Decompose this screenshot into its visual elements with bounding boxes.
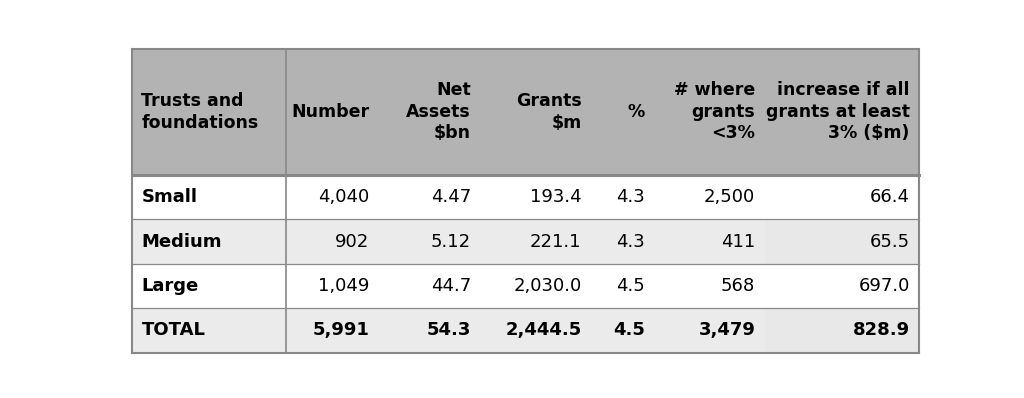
Text: 5,991: 5,991 bbox=[312, 322, 370, 339]
Text: TOTAL: TOTAL bbox=[141, 322, 206, 339]
Bar bbox=[132, 175, 765, 219]
Bar bbox=[132, 49, 920, 175]
Text: 4.47: 4.47 bbox=[431, 188, 471, 206]
Text: 54.3: 54.3 bbox=[427, 322, 471, 339]
Text: Medium: Medium bbox=[141, 232, 222, 250]
Text: 4.3: 4.3 bbox=[616, 188, 645, 206]
Text: Small: Small bbox=[141, 188, 198, 206]
Text: 44.7: 44.7 bbox=[431, 277, 471, 295]
Text: 65.5: 65.5 bbox=[869, 232, 909, 250]
Text: Large: Large bbox=[141, 277, 199, 295]
Bar bbox=[132, 308, 765, 353]
Text: 902: 902 bbox=[335, 232, 370, 250]
Text: 4,040: 4,040 bbox=[318, 188, 370, 206]
Text: 828.9: 828.9 bbox=[853, 322, 909, 339]
Bar bbox=[765, 219, 920, 264]
Text: 221.1: 221.1 bbox=[529, 232, 582, 250]
Text: 2,500: 2,500 bbox=[703, 188, 756, 206]
Bar bbox=[765, 308, 920, 353]
Text: # where
grants
<3%: # where grants <3% bbox=[674, 81, 756, 142]
Text: 3,479: 3,479 bbox=[698, 322, 756, 339]
Text: Net
Assets
$bn: Net Assets $bn bbox=[407, 81, 471, 142]
Text: 5.12: 5.12 bbox=[431, 232, 471, 250]
Text: 4.5: 4.5 bbox=[613, 322, 645, 339]
Text: 568: 568 bbox=[721, 277, 756, 295]
Text: 2,444.5: 2,444.5 bbox=[505, 322, 582, 339]
Text: 2,030.0: 2,030.0 bbox=[513, 277, 582, 295]
Text: 1,049: 1,049 bbox=[318, 277, 370, 295]
Text: 4.5: 4.5 bbox=[616, 277, 645, 295]
Text: 193.4: 193.4 bbox=[529, 188, 582, 206]
Bar bbox=[765, 175, 920, 219]
Text: 4.3: 4.3 bbox=[616, 232, 645, 250]
Bar bbox=[132, 264, 765, 308]
Bar bbox=[132, 219, 765, 264]
Text: Trusts and
foundations: Trusts and foundations bbox=[141, 92, 259, 131]
Text: Grants
$m: Grants $m bbox=[516, 92, 582, 131]
Text: %: % bbox=[628, 103, 645, 121]
Bar bbox=[765, 264, 920, 308]
Text: 411: 411 bbox=[721, 232, 756, 250]
Text: Number: Number bbox=[292, 103, 370, 121]
Text: increase if all
grants at least
3% ($m): increase if all grants at least 3% ($m) bbox=[766, 81, 909, 142]
Text: 697.0: 697.0 bbox=[858, 277, 909, 295]
Text: 66.4: 66.4 bbox=[869, 188, 909, 206]
